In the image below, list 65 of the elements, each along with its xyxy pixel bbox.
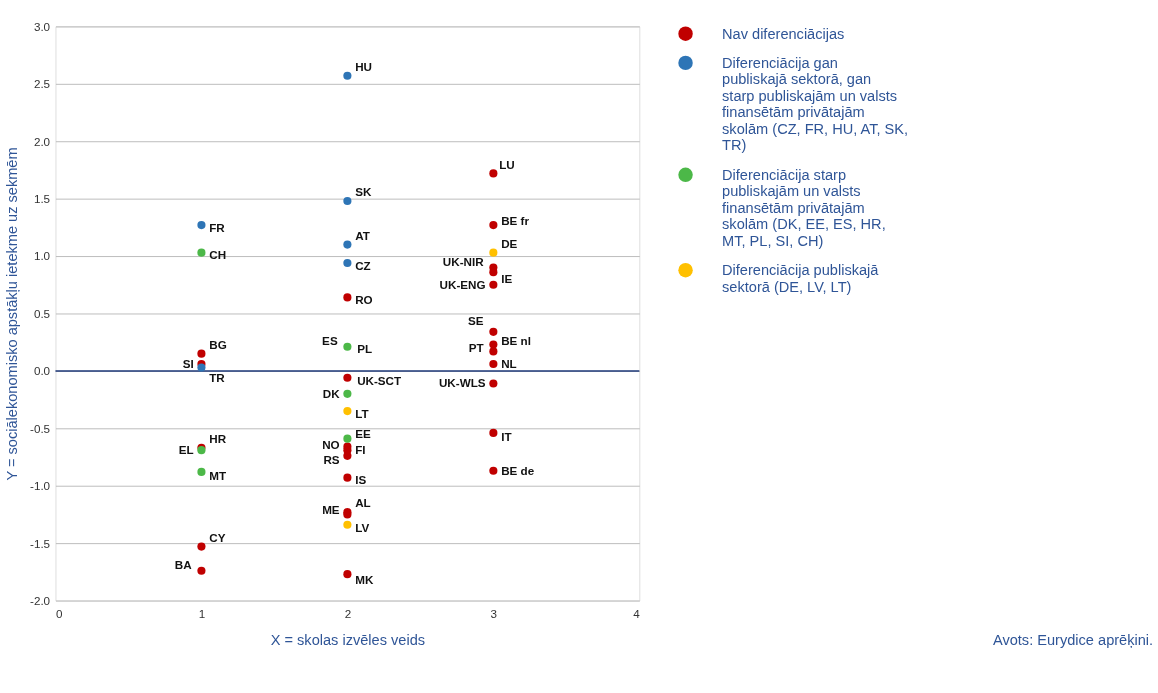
annotation: RO bbox=[355, 293, 373, 307]
y-tick-label: 1.0 bbox=[33, 249, 51, 263]
y-tick-label: 3.0 bbox=[33, 19, 51, 33]
annotation: BE fr bbox=[501, 214, 530, 228]
y-tick-label: 2.0 bbox=[33, 134, 51, 148]
annotation: BA bbox=[174, 557, 193, 571]
annotation: IT bbox=[501, 429, 512, 443]
annotation: LT bbox=[355, 406, 369, 420]
y-tick-label: -2.0 bbox=[30, 593, 51, 607]
annotation: HR bbox=[209, 431, 227, 445]
annotation: AT bbox=[355, 228, 370, 242]
annotation: SI bbox=[182, 356, 194, 370]
x-tick-label: 2 bbox=[344, 606, 352, 620]
legend-label: Diferenciācija gan publiskajā sektorā, gan starp publiskajām un valsts finansētām privātajām skolām (CZ, FR, HU, AT, SK, TR) bbox=[722, 54, 909, 154]
annotation: AL bbox=[355, 496, 371, 510]
annotation: PL bbox=[357, 341, 373, 355]
annotation: MT bbox=[209, 468, 227, 482]
x-tick-label: 4 bbox=[633, 606, 641, 620]
annotation: NL bbox=[501, 356, 517, 370]
annotation: CH bbox=[209, 248, 227, 262]
annotation: CZ bbox=[355, 258, 371, 272]
annotation: UK-NIR bbox=[442, 254, 485, 268]
annotation: UK-ENG bbox=[439, 277, 486, 291]
y-tick-label: 0.5 bbox=[33, 306, 51, 320]
annotation: TR bbox=[209, 371, 226, 385]
y-tick-label: -1.5 bbox=[30, 536, 51, 550]
annotation: IE bbox=[501, 271, 513, 285]
annotation: ES bbox=[322, 333, 338, 347]
annotation: LV bbox=[355, 520, 370, 534]
y-axis-title: Y = sociālekonomisko apstākļu ietekme uz sekmēm bbox=[4, 147, 21, 481]
y-tick-label: -1.0 bbox=[30, 479, 51, 493]
legend-label: Nav diferenciācijas bbox=[722, 25, 845, 42]
legend-label: Diferenciācija publiskajā sektorā (DE, LV, LT) bbox=[722, 262, 880, 295]
annotation: BE nl bbox=[501, 334, 531, 348]
annotation: UK-SCT bbox=[357, 373, 402, 387]
x-tick-label: 0 bbox=[55, 606, 63, 620]
y-tick-label: 2.5 bbox=[33, 77, 51, 91]
annotation: FR bbox=[209, 220, 226, 234]
annotation: EL bbox=[178, 443, 194, 457]
annotation: LU bbox=[499, 157, 515, 171]
annotation: DK bbox=[322, 386, 341, 400]
annotation: ME bbox=[322, 503, 340, 517]
y-tick-label: -0.5 bbox=[30, 421, 51, 435]
annotation: CY bbox=[209, 530, 226, 544]
annotation: SK bbox=[355, 185, 372, 199]
annotation: NO bbox=[322, 437, 340, 451]
y-tick-label: 0.0 bbox=[33, 364, 51, 378]
annotation: IS bbox=[355, 473, 367, 487]
y-tick-label: 1.5 bbox=[33, 192, 51, 206]
annotation: BE de bbox=[501, 463, 535, 477]
annotation: PT bbox=[468, 341, 484, 355]
annotation: MK bbox=[355, 572, 374, 586]
legend-label: Diferenciācija starp publiskajām un valsts finansētām privātajām skolām (DK, EE, ES, HR, MT, PL, SI, CH) bbox=[722, 166, 886, 249]
x-tick-label: 3 bbox=[490, 606, 498, 620]
text: Avots: Eurydice aprēķini. bbox=[992, 632, 1154, 649]
x-tick-label: 1 bbox=[198, 606, 206, 620]
annotation: EE bbox=[355, 426, 371, 440]
annotation: FI bbox=[355, 443, 366, 457]
annotation: HU bbox=[355, 59, 373, 73]
annotation: SE bbox=[468, 314, 484, 328]
annotation: RS bbox=[323, 452, 340, 466]
x-axis-title: X = skolas izvēles veids bbox=[270, 631, 426, 648]
annotation: UK-WLS bbox=[438, 376, 486, 390]
annotation: DE bbox=[501, 236, 518, 250]
annotation: BG bbox=[209, 337, 227, 351]
